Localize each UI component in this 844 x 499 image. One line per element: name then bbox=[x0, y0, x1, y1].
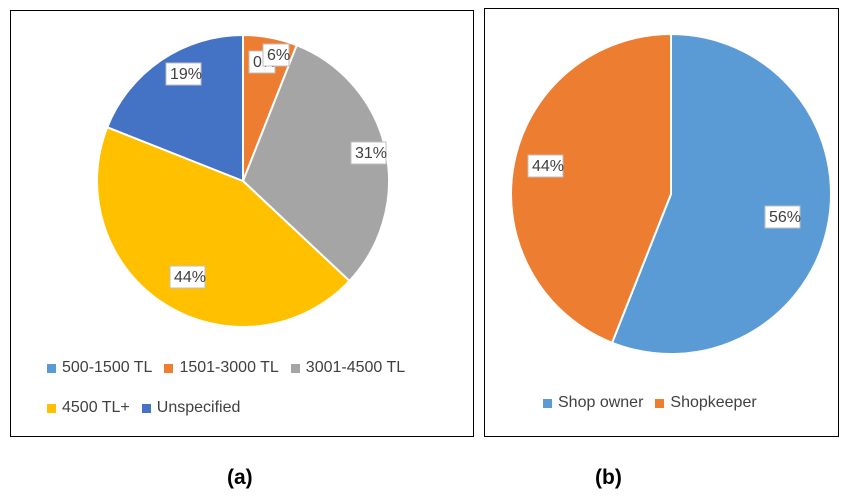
pie-slice-shop-owner bbox=[610, 32, 832, 355]
legend-item-1501-3000-tl: 1501-3000 TL bbox=[164, 359, 279, 377]
legend-label: Shop owner bbox=[558, 394, 644, 411]
legend-label: Shopkeeper bbox=[670, 394, 757, 411]
legend-label: 4500 TL+ bbox=[62, 399, 130, 416]
pie-slice-unspecified bbox=[105, 33, 244, 183]
legend-item-shop-owner: Shop owner bbox=[543, 394, 643, 412]
caption-a: (a) bbox=[227, 466, 253, 489]
legend-label: 3001-4500 TL bbox=[305, 359, 406, 376]
svg-text:44%: 44% bbox=[532, 158, 564, 175]
data-label-1501-3000-tl: 6% bbox=[262, 43, 290, 67]
legend-label: Unspecified bbox=[156, 399, 241, 416]
legend-swatch bbox=[164, 363, 174, 373]
legend-item-3001-4500-tl: 3001-4500 TL bbox=[290, 359, 406, 377]
legend-item-500-1500-tl: 500-1500 TL bbox=[47, 359, 152, 377]
pie-slice-4500-tl bbox=[96, 125, 351, 328]
legend-a: 500-1500 TL 1501-3000 TL 3001-4500 TL 4500 … bbox=[47, 359, 477, 417]
data-label-unspecified: 19% bbox=[165, 62, 202, 86]
svg-text:6%: 6% bbox=[267, 47, 290, 64]
svg-text:19%: 19% bbox=[170, 66, 202, 83]
legend-label: 1501-3000 TL bbox=[179, 359, 279, 376]
pie-chart-b: 56% 44% bbox=[510, 32, 832, 355]
chart-panel-b: 56% 44% Shop owner Shopkeeper bbox=[484, 8, 839, 437]
caption-b: (b) bbox=[595, 466, 622, 489]
legend-swatch bbox=[141, 403, 151, 413]
data-label-shop-owner: 56% bbox=[764, 205, 801, 229]
legend-swatch bbox=[655, 398, 665, 408]
legend-swatch bbox=[47, 363, 56, 373]
data-label-3001-4500-tl: 31% bbox=[350, 141, 387, 165]
legend-item-4500-tl: 4500 TL+ bbox=[47, 399, 130, 417]
pie-chart-a: 0%6%31%44%19% bbox=[96, 33, 390, 328]
data-label-4500-tl: 44% bbox=[169, 265, 206, 289]
legend-label: 500-1500 TL bbox=[62, 359, 153, 376]
legend-swatch bbox=[290, 363, 300, 373]
legend-item-unspecified: Unspecified bbox=[141, 399, 241, 417]
pie-slice-shopkeeper bbox=[510, 32, 672, 345]
svg-text:44%: 44% bbox=[174, 269, 206, 286]
svg-text:56%: 56% bbox=[769, 209, 801, 226]
legend-swatch bbox=[47, 403, 56, 413]
legend-swatch bbox=[543, 398, 552, 408]
data-label-shopkeeper: 44% bbox=[527, 154, 564, 178]
legend-item-shopkeeper: Shopkeeper bbox=[655, 394, 757, 412]
legend-b: Shop owner Shopkeeper bbox=[543, 394, 833, 412]
svg-text:31%: 31% bbox=[355, 145, 387, 162]
